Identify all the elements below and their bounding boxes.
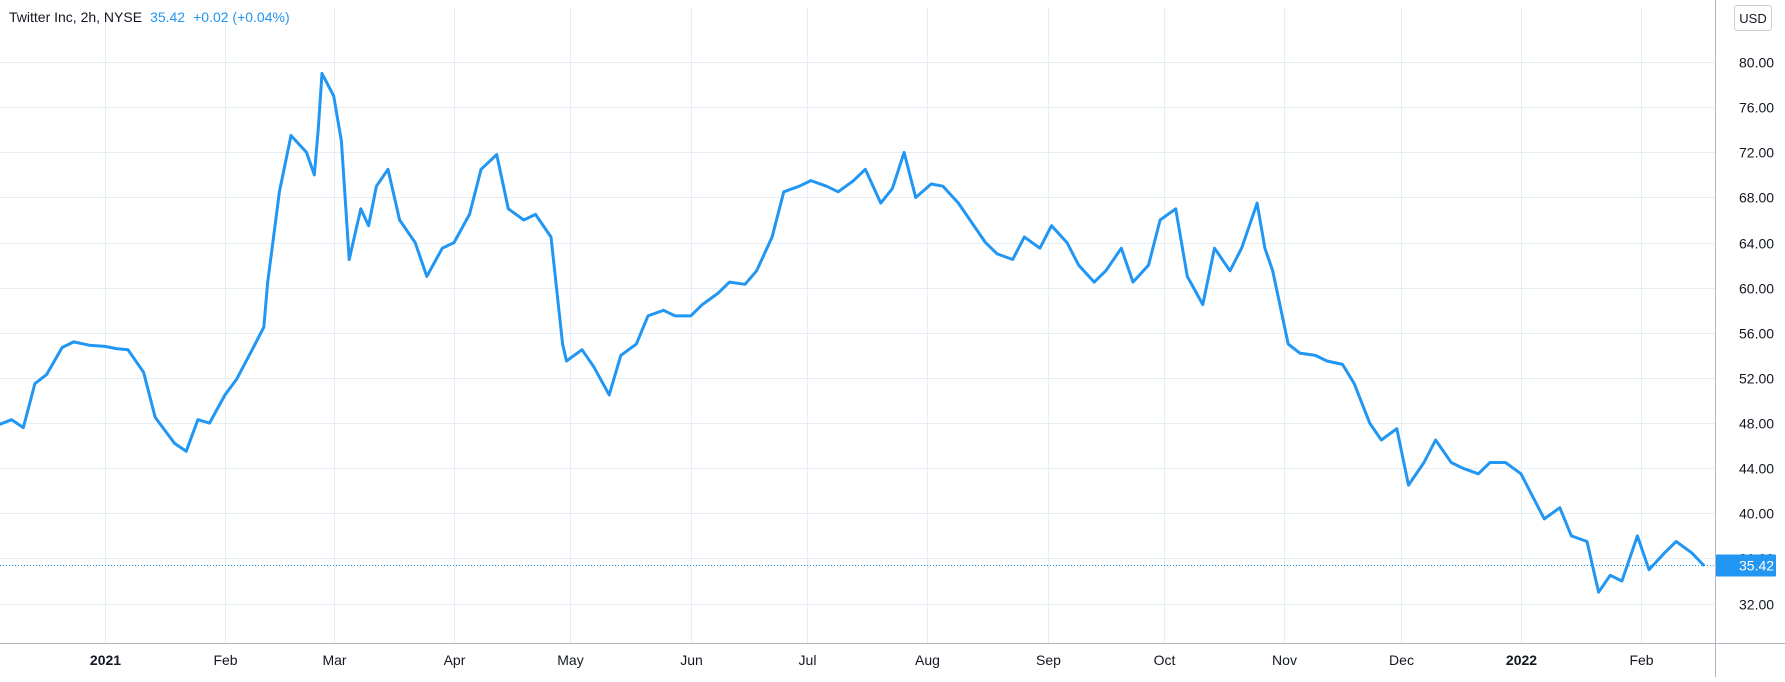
x-tick-label: 2021	[90, 652, 121, 668]
y-tick-label: 52.00	[1739, 371, 1774, 387]
x-tick-label: Apr	[444, 652, 466, 668]
legend-last-value: 35.42	[150, 9, 186, 25]
grid	[0, 8, 1715, 643]
y-tick-label: 76.00	[1739, 100, 1774, 116]
x-tick-label: May	[557, 652, 583, 668]
x-tick-label: 2022	[1506, 652, 1537, 668]
y-tick-label: 68.00	[1739, 190, 1774, 206]
x-tick-label: Sep	[1036, 652, 1061, 668]
y-tick-label: 56.00	[1739, 326, 1774, 342]
y-tick-label: 44.00	[1739, 461, 1774, 477]
symbol-legend[interactable]: Twitter Inc, 2h, NYSE 35.42 +0.02 (+0.04%)	[9, 9, 290, 25]
x-tick-label: Jul	[799, 652, 817, 668]
currency-button[interactable]: USD	[1734, 5, 1772, 31]
x-tick-label: Feb	[1629, 652, 1653, 668]
y-tick-label: 40.00	[1739, 506, 1774, 522]
x-tick-label: Nov	[1272, 652, 1297, 668]
y-tick-label: 32.00	[1739, 597, 1774, 613]
last-price-marker: 35.42	[0, 554, 1776, 577]
x-tick-label: Oct	[1154, 652, 1176, 668]
x-tick-label: Feb	[213, 652, 237, 668]
y-tick-label: 60.00	[1739, 281, 1774, 297]
price-line	[0, 71, 1705, 594]
y-tick-label: 64.00	[1739, 236, 1774, 252]
y-tick-label: 48.00	[1739, 416, 1774, 432]
price-series	[0, 71, 1705, 594]
x-tick-label: Jun	[680, 652, 703, 668]
y-tick-label: 80.00	[1739, 55, 1774, 71]
last-price-tag-label: 35.42	[1739, 558, 1774, 574]
legend-change: +0.02 (+0.04%)	[193, 9, 290, 25]
x-tick-label: Aug	[915, 652, 940, 668]
y-tick-label: 72.00	[1739, 145, 1774, 161]
last-price-tag	[1716, 554, 1776, 577]
x-tick-label: Dec	[1389, 652, 1414, 668]
legend-symbol: Twitter Inc, 2h, NYSE	[9, 9, 143, 25]
x-tick-label: Mar	[322, 652, 346, 668]
